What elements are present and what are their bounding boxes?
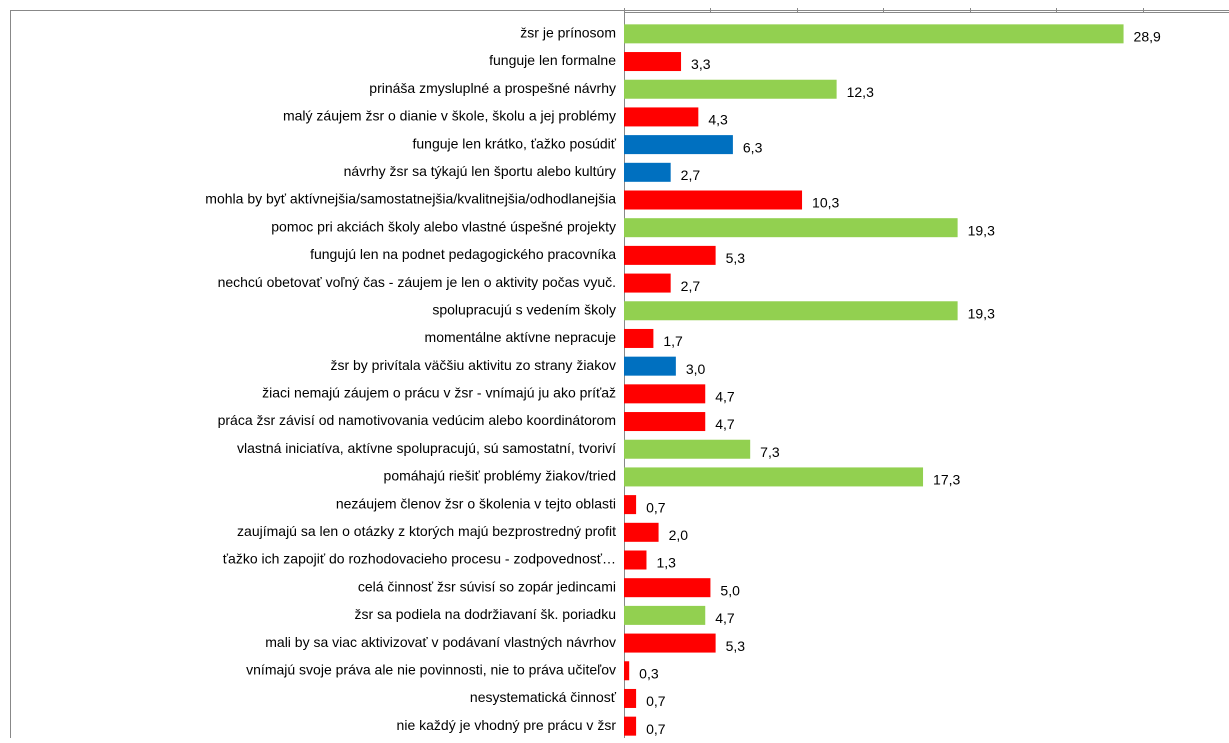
bar bbox=[624, 163, 671, 182]
bar bbox=[624, 384, 705, 403]
y-tick-label: nesystematická činnosť bbox=[470, 689, 617, 705]
bar bbox=[624, 689, 636, 708]
y-tick-label: celá činnosť žsr súvisí so zopár jedinca… bbox=[358, 578, 616, 594]
bar bbox=[624, 52, 681, 71]
y-tick-label: malý záujem žsr o dianie v škole, školu … bbox=[283, 108, 616, 124]
data-label: 19,3 bbox=[968, 305, 995, 321]
data-label: 4,7 bbox=[715, 416, 735, 432]
y-tick-label: fungujú len na podnet pedagogického prac… bbox=[310, 246, 616, 262]
y-tick-label: mali by sa viac aktivizovať v podávaní v… bbox=[265, 634, 616, 650]
bar bbox=[624, 191, 802, 210]
bar bbox=[624, 135, 733, 154]
bar bbox=[624, 24, 1124, 43]
data-label: 5,3 bbox=[726, 638, 746, 654]
data-label: 2,7 bbox=[681, 167, 701, 183]
data-label: 0,7 bbox=[646, 499, 666, 515]
y-tick-label: žiaci nemajú záujem o prácu v žsr - vním… bbox=[262, 385, 616, 401]
data-label: 10,3 bbox=[812, 195, 839, 211]
y-tick-label: pomáhajú riešiť problémy žiakov/tried bbox=[384, 468, 616, 484]
bar bbox=[624, 661, 629, 680]
y-tick-label: vnímajú svoje práva ale nie povinnosti, … bbox=[246, 661, 616, 677]
y-tick-label: vlastná iniciatíva, aktívne spolupracujú… bbox=[237, 440, 616, 456]
bar bbox=[624, 523, 659, 542]
y-tick-label: zaujímajú sa len o otázky z ktorých majú… bbox=[237, 523, 616, 539]
y-tick-label: momentálne aktívne nepracuje bbox=[425, 329, 617, 345]
y-tick-label: funguje len krátko, ťažko posúdiť bbox=[412, 135, 616, 151]
data-label: 4,7 bbox=[715, 389, 735, 405]
bar bbox=[624, 329, 653, 348]
y-tick-label: spolupracujú s vedením školy bbox=[432, 301, 616, 317]
data-label: 4,7 bbox=[715, 610, 735, 626]
data-label: 28,9 bbox=[1134, 29, 1161, 45]
data-label: 2,7 bbox=[681, 278, 701, 294]
data-label: 12,3 bbox=[847, 84, 874, 100]
data-label: 1,7 bbox=[663, 333, 683, 349]
y-tick-label: návrhy žsr sa týkajú len športu alebo ku… bbox=[344, 163, 616, 179]
y-tick-label: mohla by byť aktívnejšia/samostatnejšia/… bbox=[205, 191, 616, 207]
y-tick-label: ťažko ich zapojiť do rozhodovacieho proc… bbox=[223, 551, 616, 567]
y-tick-label: nechcú obetovať voľný čas - záujem je le… bbox=[218, 274, 616, 290]
bar bbox=[624, 301, 958, 320]
chart-frame bbox=[11, 11, 1229, 739]
data-label: 7,3 bbox=[760, 444, 780, 460]
data-label: 0,7 bbox=[646, 721, 666, 737]
bar bbox=[624, 495, 636, 514]
data-label: 2,0 bbox=[669, 527, 689, 543]
y-tick-label: žsr je prínosom bbox=[520, 25, 616, 41]
data-label: 17,3 bbox=[933, 472, 960, 488]
bar bbox=[624, 80, 837, 99]
bar bbox=[624, 634, 716, 653]
data-label: 5,0 bbox=[720, 582, 740, 598]
data-label: 3,0 bbox=[686, 361, 706, 377]
data-label: 0,7 bbox=[646, 693, 666, 709]
bar bbox=[624, 606, 705, 625]
bar bbox=[624, 717, 636, 736]
data-label: 5,3 bbox=[726, 250, 746, 266]
y-tick-label: žsr by privítala väčšiu aktivitu zo stra… bbox=[330, 357, 616, 373]
data-label: 0,3 bbox=[639, 665, 659, 681]
bar bbox=[624, 246, 716, 265]
y-tick-label: pomoc pri akciách školy alebo vlastné ús… bbox=[271, 218, 616, 234]
bar bbox=[624, 357, 676, 376]
bar bbox=[624, 274, 671, 293]
y-tick-label: nezáujem členov žsr o školenia v tejto o… bbox=[336, 495, 616, 511]
y-tick-label: žsr sa podiela na dodržiavaní šk. poriad… bbox=[355, 606, 616, 622]
data-label: 3,3 bbox=[691, 56, 711, 72]
y-tick-label: nie každý je vhodný pre prácu v žsr bbox=[397, 717, 617, 733]
data-label: 4,3 bbox=[708, 112, 728, 128]
bar bbox=[624, 551, 646, 570]
bar bbox=[624, 467, 923, 486]
y-tick-label: prináša zmysluplné a prospešné návrhy bbox=[369, 80, 616, 96]
bar bbox=[624, 412, 705, 431]
data-label: 6,3 bbox=[743, 139, 763, 155]
bar bbox=[624, 218, 958, 237]
y-tick-label: práca žsr závisí od namotivovania vedúci… bbox=[218, 412, 616, 428]
data-label: 19,3 bbox=[968, 222, 995, 238]
bar bbox=[624, 440, 750, 459]
y-tick-label: funguje len formalne bbox=[489, 52, 616, 68]
bar bbox=[624, 578, 710, 597]
data-label: 1,3 bbox=[656, 555, 676, 571]
bar bbox=[624, 107, 698, 126]
